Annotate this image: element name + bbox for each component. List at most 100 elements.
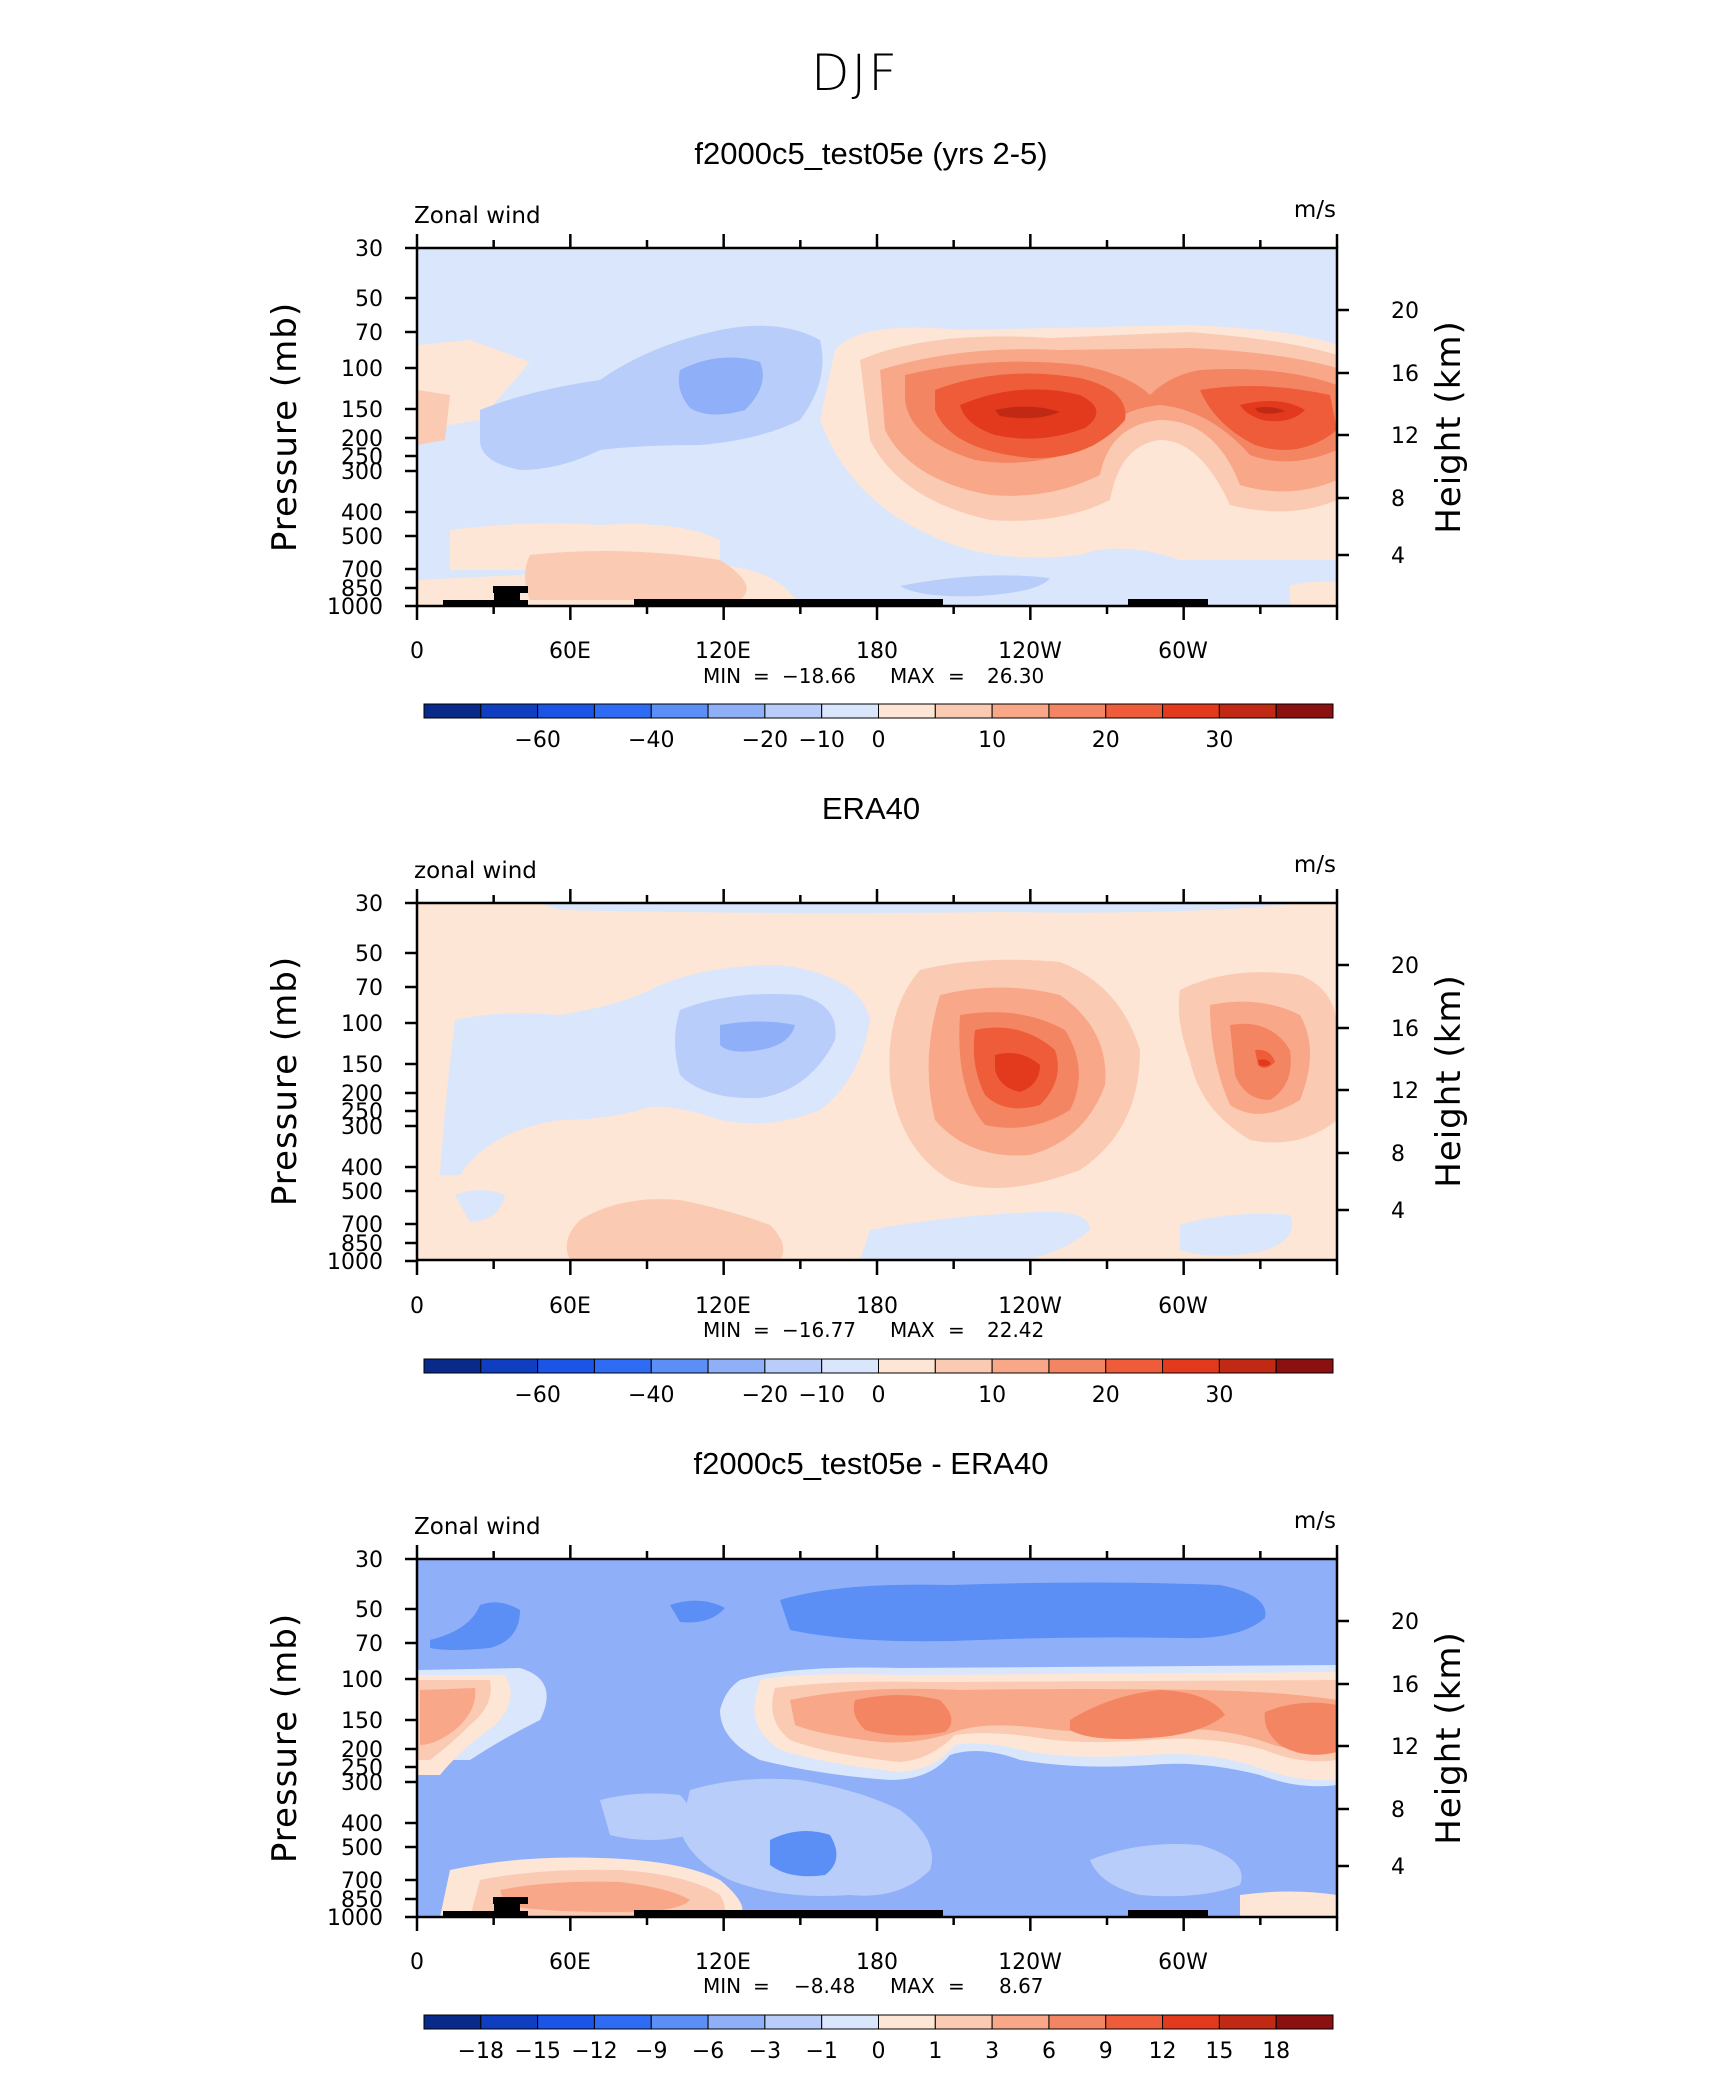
left-label: Zonal wind (414, 1514, 541, 1540)
y-tick-label: 1000 (327, 595, 383, 620)
colorbar-label: −12 (571, 2039, 617, 2064)
colorbar-swatch (537, 1358, 595, 1374)
topography (443, 586, 1208, 607)
topography-block (493, 1897, 528, 1904)
y2-tick-label: 12 (1391, 424, 1419, 449)
y-tick-label: 400 (341, 1156, 383, 1181)
contour-level (1070, 1690, 1225, 1739)
colorbar-label: 1 (928, 2039, 942, 2064)
contour-level (500, 1881, 690, 1912)
y2-axis-label: Height (km) (1429, 320, 1469, 534)
colorbar-swatch (593, 2014, 652, 2030)
y2-tick-label: 16 (1391, 362, 1419, 387)
x-tick-label: 180 (856, 1950, 898, 1975)
y-tick-label: 1000 (327, 1906, 383, 1931)
contour-level (1264, 1702, 1337, 1755)
x-tick-label: 60W (1158, 1950, 1208, 1975)
contour-field (417, 903, 1337, 1260)
colorbar: −60 −40 −20 −10 0 10 20 30 (423, 703, 1334, 753)
colorbar-swatch (480, 2014, 539, 2030)
contour-level (780, 1582, 1266, 1642)
y-tick-label: 500 (341, 1836, 383, 1861)
topography-block (443, 1911, 528, 1918)
colorbar-swatch (480, 703, 539, 719)
topography-block (634, 1910, 943, 1917)
x-tick-label: 120W (998, 1294, 1062, 1319)
contour-level (770, 1831, 837, 1877)
topography-block (1128, 599, 1208, 606)
colorbar-swatch (991, 703, 1050, 719)
max-value: 8.67 (999, 1974, 1044, 1998)
y2-tick-label: 12 (1391, 1079, 1419, 1104)
colorbar-swatch (1105, 2014, 1164, 2030)
panel-model: f2000c5_test05e (yrs 2-5) Zonal wind m/s… (265, 136, 1469, 753)
colorbar-swatch (934, 2014, 993, 2030)
colorbar-label: −10 (798, 1383, 844, 1408)
y2-tick-label: 20 (1391, 299, 1419, 324)
colorbar-label: −3 (749, 2039, 781, 2064)
panel-era40: ERA40 zonal wind m/s 0 60E 120E 180 120W 60W 3… (265, 791, 1469, 1408)
colorbar-label: 9 (1099, 2039, 1113, 2064)
colorbar-swatch (991, 2014, 1050, 2030)
panel-title: ERA40 (822, 791, 920, 826)
y2-tick-label: 16 (1391, 1673, 1419, 1698)
colorbar-swatch (650, 1358, 709, 1374)
y-tick-label: 700 (341, 1213, 383, 1238)
max-value: 22.42 (987, 1318, 1044, 1342)
topography-peak (494, 1901, 520, 1915)
colorbar-swatch (878, 2014, 936, 2030)
x-tick-label: 60E (549, 1294, 591, 1319)
y-tick-label: 500 (341, 1180, 383, 1205)
y-tick-label: 100 (341, 1012, 383, 1037)
colorbar-swatch (1105, 703, 1164, 719)
colorbar-label: −10 (798, 728, 844, 753)
colorbar-swatch (1048, 703, 1107, 719)
colorbar-label: −15 (514, 2039, 560, 2064)
contour-field (417, 248, 1337, 606)
min-label: MIN (703, 664, 741, 688)
y2-tick-label: 4 (1391, 1855, 1405, 1880)
panel-title: f2000c5_test05e (yrs 2-5) (694, 136, 1047, 171)
y2-tick-label: 20 (1391, 1610, 1419, 1635)
y2-tick-label: 8 (1391, 1142, 1405, 1167)
y2-tick-label: 4 (1391, 1199, 1405, 1224)
colorbar-swatch (991, 1358, 1050, 1374)
colorbar-label: −60 (514, 728, 560, 753)
colorbar-label: 0 (872, 2039, 886, 2064)
x-tick-label: 120W (998, 639, 1062, 664)
y-tick-label: 850 (341, 1232, 383, 1257)
colorbar-label: 30 (1205, 728, 1233, 753)
colorbar-swatch (821, 703, 879, 719)
colorbar-label: −60 (514, 1383, 560, 1408)
contour-level (960, 389, 1305, 439)
x-tick-label: 0 (410, 1294, 424, 1319)
contour-level (566, 1199, 784, 1260)
topography (443, 1897, 1208, 1918)
colorbar-swatch (821, 2014, 879, 2030)
y-tick-label: 150 (341, 1709, 383, 1734)
contour-level (525, 551, 747, 600)
contour-level (1090, 1844, 1242, 1897)
colorbar-swatch (934, 1358, 993, 1374)
y-tick-label: 70 (355, 976, 383, 1001)
x-tick-label: 60W (1158, 639, 1208, 664)
min-label: MIN (703, 1974, 741, 1998)
colorbar-swatch (934, 703, 993, 719)
x-tick-label: 60E (549, 639, 591, 664)
x-tick-label: 120W (998, 1950, 1062, 1975)
y-tick-label: 700 (341, 1869, 383, 1894)
topography-block (1128, 1910, 1208, 1917)
x-tick-label: 60E (549, 1950, 591, 1975)
colorbar-swatch (707, 2014, 766, 2030)
colorbar-swatch (764, 2014, 823, 2030)
max-label: MAX (890, 664, 935, 688)
y-tick-label: 300 (341, 460, 383, 485)
colorbar-swatch (1275, 703, 1334, 719)
colorbar-label: −20 (742, 1383, 788, 1408)
y-tick-label: 300 (341, 1771, 383, 1796)
colorbar: −60 −40 −20 −10 0 10 20 30 (423, 1358, 1334, 1408)
panel-title: f2000c5_test05e - ERA40 (693, 1446, 1048, 1481)
